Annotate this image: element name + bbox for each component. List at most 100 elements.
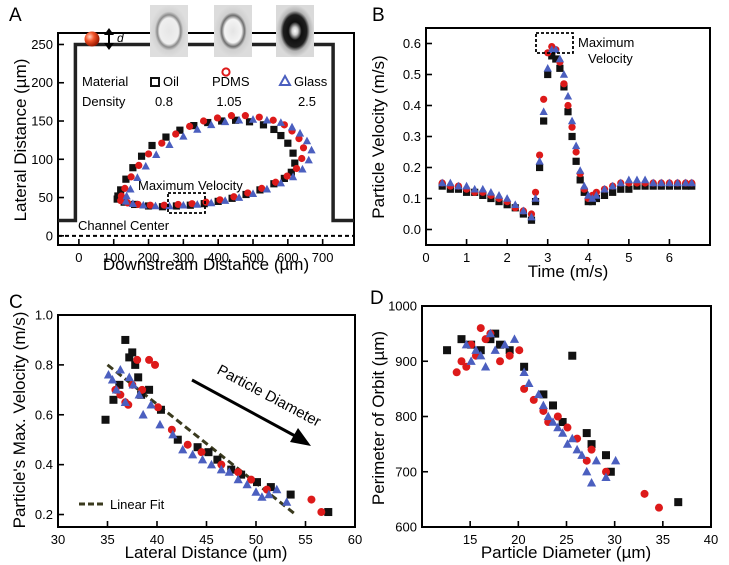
data-point-pdms-20 bbox=[564, 101, 572, 110]
data-point-pdms-21 bbox=[255, 113, 263, 121]
data-point-glass-6 bbox=[193, 200, 202, 208]
data-point-pdms-1 bbox=[457, 357, 466, 366]
data-point-glass-17 bbox=[551, 45, 560, 54]
data-point-glass-2 bbox=[139, 200, 148, 209]
data-point-glass-12 bbox=[538, 400, 548, 410]
data-point-glass-18 bbox=[295, 128, 305, 137]
data-point-glass-16 bbox=[216, 464, 226, 474]
x-tick-label: 50 bbox=[249, 532, 263, 547]
data-point-oil-14 bbox=[540, 117, 548, 125]
data-point-pdms-9 bbox=[230, 193, 238, 201]
data-point-pdms-15 bbox=[298, 154, 306, 163]
data-point-glass-2 bbox=[111, 384, 122, 394]
data-point-glass-20 bbox=[251, 487, 261, 496]
y-tick-label: 0.0 bbox=[403, 222, 421, 237]
y-tick-label: 0.4 bbox=[403, 98, 421, 113]
channel-wall bbox=[58, 42, 354, 223]
x-tick-label: 600 bbox=[277, 250, 299, 265]
x-tick-label: 15 bbox=[463, 532, 477, 547]
legend-material-label: Material bbox=[82, 74, 128, 89]
data-point-glass-18 bbox=[233, 474, 243, 484]
panel-d-series bbox=[443, 324, 683, 512]
y-tick-label: 50 bbox=[39, 190, 53, 205]
data-point-oil-20 bbox=[324, 508, 333, 517]
data-point-oil-18 bbox=[277, 131, 285, 140]
data-point-oil-7 bbox=[505, 346, 514, 355]
x-tick-label: 40 bbox=[150, 532, 164, 547]
data-point-oil-23 bbox=[218, 117, 226, 125]
panel-c-series bbox=[101, 335, 333, 517]
x-tick-label: 20 bbox=[511, 532, 525, 547]
data-point-glass-14 bbox=[539, 107, 548, 116]
panel-d-y-ticks: 600 700 800 900 1000 bbox=[388, 299, 428, 535]
data-point-pdms-15 bbox=[247, 475, 256, 484]
data-point-glass-27 bbox=[592, 191, 601, 199]
data-point-glass-19 bbox=[559, 70, 569, 78]
data-point-pdms-13 bbox=[217, 460, 226, 469]
data-point-glass-12 bbox=[276, 178, 286, 187]
data-point-glass-15 bbox=[553, 422, 563, 432]
data-point-oil-15 bbox=[227, 465, 236, 474]
data-point-pdms-16 bbox=[299, 144, 308, 152]
data-point-glass-7 bbox=[494, 191, 504, 199]
data-point-glass-9 bbox=[234, 193, 244, 201]
data-point-oil-28 bbox=[148, 141, 156, 150]
y-tick-label: 0.3 bbox=[403, 129, 421, 144]
data-point-glass-24 bbox=[580, 181, 589, 190]
data-point-oil-23 bbox=[576, 176, 584, 184]
data-point-oil-3 bbox=[121, 335, 130, 344]
data-point-oil-24 bbox=[204, 118, 212, 127]
y-tick-label: 1000 bbox=[388, 299, 417, 314]
particle-diameter-arrow bbox=[191, 378, 311, 446]
data-point-oil-7 bbox=[134, 373, 143, 382]
data-point-glass-30 bbox=[616, 178, 625, 187]
red-sphere-icon bbox=[84, 31, 100, 47]
max-velocity-box-a bbox=[167, 192, 206, 214]
data-point-pdms-32 bbox=[121, 184, 129, 192]
data-point-glass-27 bbox=[179, 131, 188, 140]
panel-letter-c: C bbox=[9, 292, 23, 313]
x-tick-label: 35 bbox=[656, 532, 670, 547]
data-point-glass-5 bbox=[485, 328, 495, 338]
data-point-glass-2 bbox=[471, 345, 481, 354]
y-tick-label: 0.2 bbox=[403, 160, 421, 175]
data-point-glass-14 bbox=[197, 454, 208, 464]
data-point-pdms-26 bbox=[186, 122, 194, 130]
panel-a: A Channel Center Maximum Velocity 0 100 20… bbox=[9, 5, 355, 274]
max-velocity-box-b bbox=[535, 32, 574, 54]
panel-c-x-axis-title: Lateral Distance (µm) bbox=[125, 543, 288, 562]
data-point-glass-14 bbox=[298, 164, 307, 173]
data-point-glass-12 bbox=[531, 194, 540, 202]
y-tick-label: 0.2 bbox=[35, 507, 53, 522]
data-point-pdms-12 bbox=[272, 178, 280, 186]
data-point-pdms-22 bbox=[241, 112, 249, 120]
data-point-pdms-17 bbox=[295, 135, 303, 143]
data-point-oil-12 bbox=[193, 443, 202, 452]
data-point-glass-18 bbox=[567, 433, 577, 443]
data-point-pdms-19 bbox=[560, 80, 568, 88]
panel-d: D 15 20 25 30 35 40 600 700 800 900 1000 Particle… bbox=[369, 288, 718, 562]
data-point-glass-31 bbox=[133, 173, 142, 181]
legend-pdms-density: 1.05 bbox=[216, 94, 241, 109]
data-point-glass-29 bbox=[152, 150, 161, 159]
data-point-glass-1 bbox=[446, 178, 455, 187]
data-point-oil-28 bbox=[600, 191, 609, 199]
data-point-pdms-13 bbox=[536, 151, 544, 159]
data-point-oil-9 bbox=[539, 390, 548, 399]
data-point-glass-3 bbox=[115, 365, 125, 374]
panel-d-y-axis-title: Perimeter of Orbit (µm) bbox=[369, 331, 388, 505]
data-point-glass-28 bbox=[165, 140, 174, 149]
data-point-oil-18 bbox=[556, 64, 564, 72]
max-velocity-label-a: Maximum Velocity bbox=[138, 178, 243, 193]
y-tick-label: 200 bbox=[31, 75, 53, 90]
x-tick-label: 0 bbox=[75, 250, 82, 265]
data-point-glass-28 bbox=[600, 184, 609, 193]
data-point-pdms-5 bbox=[174, 200, 182, 209]
data-point-pdms-17 bbox=[307, 495, 316, 504]
data-point-oil-16 bbox=[289, 149, 297, 157]
data-point-glass-0 bbox=[438, 178, 447, 187]
data-point-glass-10 bbox=[524, 378, 534, 388]
linear-fit-legend-label: Linear Fit bbox=[110, 497, 165, 512]
double-arrow-icon bbox=[104, 28, 114, 50]
y-tick-label: 600 bbox=[395, 520, 417, 535]
